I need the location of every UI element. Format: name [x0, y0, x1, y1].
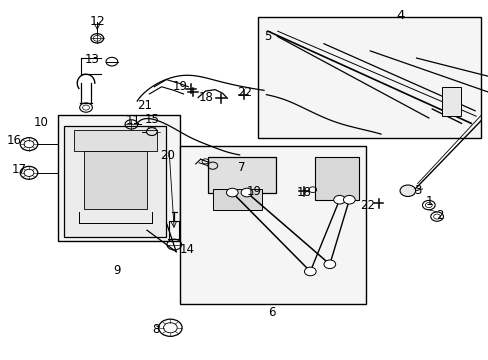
Text: 19: 19 [172, 80, 187, 93]
Circle shape [333, 195, 345, 204]
Circle shape [399, 185, 415, 197]
Text: 8: 8 [152, 323, 159, 336]
Bar [315, 157, 358, 200]
Circle shape [324, 260, 335, 269]
Text: 19: 19 [246, 185, 261, 198]
Text: 1: 1 [425, 195, 433, 208]
Text: 22: 22 [359, 199, 374, 212]
Bar [64, 126, 166, 237]
Text: 2: 2 [435, 210, 443, 222]
Text: 18: 18 [296, 186, 311, 199]
Text: 14: 14 [179, 243, 194, 256]
Text: 15: 15 [144, 113, 159, 126]
Circle shape [304, 267, 316, 276]
Text: 16: 16 [7, 134, 22, 147]
Circle shape [343, 195, 354, 204]
Bar [83, 151, 147, 209]
Text: 7: 7 [238, 161, 245, 174]
Text: 4: 4 [396, 9, 404, 22]
Bar [441, 87, 461, 116]
Bar [180, 146, 366, 304]
Circle shape [226, 188, 238, 197]
Text: 22: 22 [237, 86, 251, 99]
Bar [212, 189, 261, 211]
Text: 6: 6 [268, 306, 276, 319]
Text: 17: 17 [12, 163, 27, 176]
Text: 5: 5 [264, 30, 271, 43]
Text: 12: 12 [89, 15, 105, 28]
Bar [58, 116, 180, 241]
Text: 21: 21 [137, 99, 152, 112]
Bar [207, 157, 276, 193]
Bar [258, 17, 480, 138]
Text: 18: 18 [199, 91, 213, 104]
Bar [74, 130, 157, 151]
Text: 20: 20 [160, 149, 175, 162]
Text: 10: 10 [33, 116, 48, 129]
Text: 9: 9 [113, 264, 120, 277]
Text: 13: 13 [85, 53, 100, 66]
Text: 11: 11 [125, 114, 141, 127]
Text: 3: 3 [413, 184, 421, 197]
Circle shape [241, 188, 252, 197]
